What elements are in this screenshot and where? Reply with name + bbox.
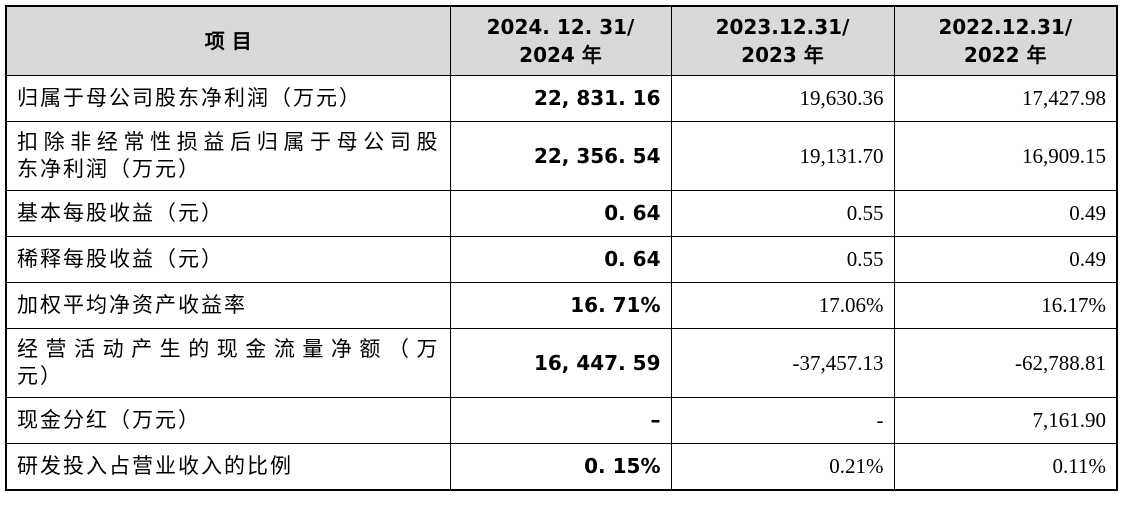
value-cell: 7,161.90 xyxy=(893,397,1118,444)
header-cell: 项 目 xyxy=(5,5,451,76)
value-cell: 22, 356. 54 xyxy=(449,121,672,191)
row-label: 基本每股收益（元） xyxy=(5,190,451,237)
text-line: 扣除非经常性损益后归属于母公司股 xyxy=(17,130,440,154)
value-cell: - xyxy=(670,397,895,444)
value-cell: -62,788.81 xyxy=(893,328,1118,398)
table-row: 研发投入占营业收入的比例 0. 15% 0.21% 0.11% xyxy=(5,443,1118,491)
value-cell: 0.49 xyxy=(893,190,1118,237)
text-line: 东净利润（万元） xyxy=(17,157,201,181)
value-cell: 17,427.98 xyxy=(893,75,1118,122)
value-cell: 0.11% xyxy=(893,443,1118,491)
value-cell: 0.55 xyxy=(670,190,895,237)
text-line: 2024 年 xyxy=(519,43,602,67)
value-cell: 16.17% xyxy=(893,282,1118,329)
value-cell: 16, 447. 59 xyxy=(449,328,672,398)
row-label: 归属于母公司股东净利润（万元） xyxy=(5,75,451,122)
text-line: 2022 年 xyxy=(963,43,1047,67)
value-cell: 16. 71% xyxy=(449,282,672,329)
text-line: 项 目 xyxy=(204,29,252,53)
value-cell: 19,131.70 xyxy=(670,121,895,191)
table-row: 现金分红（万元） – -7,161.90 xyxy=(5,397,1118,444)
header-cell: 2023.12.31/2023 年 xyxy=(670,5,895,76)
table-row: 归属于母公司股东净利润（万元） 22, 831. 16 19,630.36 17,42… xyxy=(5,75,1118,122)
row-label: 加权平均净资产收益率 xyxy=(5,282,451,329)
text-line: 稀释每股收益（元） xyxy=(17,247,224,271)
value-cell: 0. 64 xyxy=(449,236,672,283)
text-line: 现金分红（万元） xyxy=(17,408,201,432)
text-line: 经营活动产生的现金流量净额（万 xyxy=(17,337,440,361)
text-line: 2024. 12. 31/ xyxy=(486,15,635,39)
header-cell: 2022.12.31/2022 年 xyxy=(893,5,1118,76)
header-cell: 2024. 12. 31/2024 年 xyxy=(449,5,672,76)
table-row: 加权平均净资产收益率 16. 71% 17.06% 16.17% xyxy=(5,282,1118,329)
value-cell: 0.49 xyxy=(893,236,1118,283)
value-cell: – xyxy=(449,397,672,444)
table-row: 经营活动产生的现金流量净额（万 元） 16, 447. 59 -37,457.13 -6… xyxy=(5,328,1118,398)
text-line: 2022.12.31/ xyxy=(938,15,1073,39)
value-cell: 19,630.36 xyxy=(670,75,895,122)
text-line: 基本每股收益（元） xyxy=(17,201,224,225)
row-label: 扣除非经常性损益后归属于母公司股 东净利润（万元） xyxy=(5,121,451,191)
value-cell: 0.55 xyxy=(670,236,895,283)
table-row: 基本每股收益（元） 0. 64 0.55 0.49 xyxy=(5,190,1118,237)
text-line: 2023.12.31/ xyxy=(715,15,850,39)
row-label: 稀释每股收益（元） xyxy=(5,236,451,283)
text-line: 元） xyxy=(17,364,63,388)
value-cell: -37,457.13 xyxy=(670,328,895,398)
value-cell: 0. 64 xyxy=(449,190,672,237)
row-label: 研发投入占营业收入的比例 xyxy=(5,443,451,491)
row-label: 现金分红（万元） xyxy=(5,397,451,444)
text-line: 2023 年 xyxy=(741,43,824,67)
value-cell: 17.06% xyxy=(670,282,895,329)
row-label: 经营活动产生的现金流量净额（万 元） xyxy=(5,328,451,398)
value-cell: 22, 831. 16 xyxy=(449,75,672,122)
table-row: 稀释每股收益（元） 0. 64 0.55 0.49 xyxy=(5,236,1118,283)
text-line: 加权平均净资产收益率 xyxy=(17,293,247,317)
value-cell: 16,909.15 xyxy=(893,121,1118,191)
text-line: 研发投入占营业收入的比例 xyxy=(17,454,293,478)
value-cell: 0. 15% xyxy=(449,443,672,491)
value-cell: 0.21% xyxy=(670,443,895,491)
table-body: 归属于母公司股东净利润（万元） 22, 831. 16 19,630.36 17,42… xyxy=(5,75,1118,491)
text-line: 归属于母公司股东净利润（万元） xyxy=(17,86,362,110)
table-row: 扣除非经常性损益后归属于母公司股 东净利润（万元） 22, 356. 54 19,13… xyxy=(5,121,1118,191)
